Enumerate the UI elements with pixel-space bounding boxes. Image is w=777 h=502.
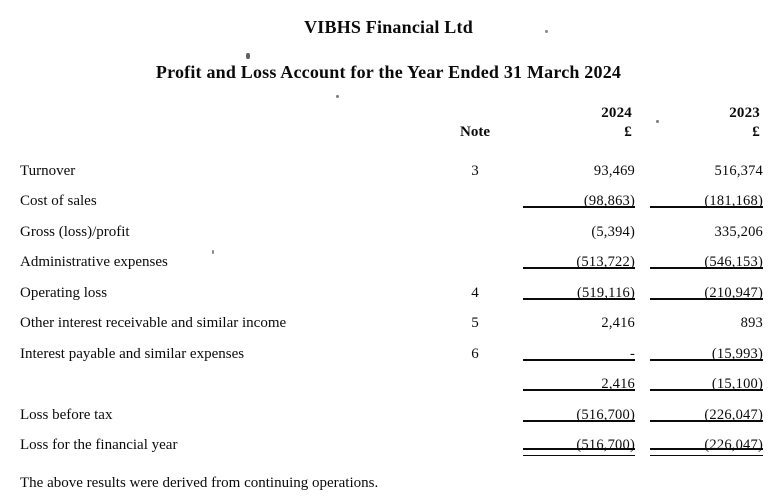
pl-table-body: Turnover 3 93,469 516,374 Cost of sales … (0, 156, 763, 461)
company-name: VIBHS Financial Ltd (304, 17, 473, 37)
scan-speck (336, 95, 339, 98)
row-value-2024: (5,394) (591, 223, 635, 240)
row-value-2023: (226,047) (635, 437, 763, 457)
table-row: 2,416 (15,100) (0, 370, 763, 401)
table-row: Cost of sales (98,863) (181,168) (0, 187, 763, 218)
row-value-2023: (210,947) (635, 285, 763, 302)
table-row: Operating loss 4 (519,116) (210,947) (0, 278, 763, 309)
row-label: Administrative expenses (20, 254, 168, 271)
table-row: Other interest receivable and similar in… (0, 309, 763, 340)
row-label: Loss before tax (20, 406, 113, 423)
row-note: 6 (471, 345, 479, 362)
scan-speck (545, 30, 548, 33)
row-note: 5 (471, 315, 479, 332)
row-label: Other interest receivable and similar in… (20, 315, 287, 332)
currency-symbol-2023: £ (752, 124, 760, 140)
row-label: Interest payable and similar expenses (20, 345, 245, 362)
table-row: Loss for the financial year (516,700) (2… (0, 431, 763, 462)
row-value-2023: 335,206 (714, 223, 763, 240)
row-value-2024: (519,116) (510, 285, 635, 302)
row-label: Loss for the financial year (20, 437, 178, 454)
row-value-2023: (546,153) (635, 254, 763, 271)
col-header-2024: 2024 (601, 105, 632, 121)
row-label: Operating loss (20, 284, 108, 301)
row-label: Cost of sales (20, 193, 97, 210)
row-value-2023: (181,168) (635, 193, 763, 210)
table-row: Turnover 3 93,469 516,374 (0, 156, 763, 187)
scan-speck (656, 120, 659, 123)
row-label: Gross (loss)/profit (20, 223, 130, 240)
row-value-2023: (15,100) (635, 376, 763, 393)
row-value-2024: (513,722) (510, 254, 635, 271)
row-label: Turnover (20, 162, 76, 179)
row-value-2023: 516,374 (714, 162, 763, 179)
row-value-2024: 2,416 (510, 376, 635, 393)
row-value-2023: 893 (740, 315, 763, 332)
row-value-2024: 2,416 (601, 315, 635, 332)
row-value-2024: (516,700) (510, 437, 635, 457)
row-note: 3 (471, 162, 479, 179)
table-row: Administrative expenses (513,722) (546,1… (0, 248, 763, 279)
row-value-2024: (98,863) (510, 193, 635, 210)
row-value-2024: (516,700) (510, 407, 635, 424)
col-header-note: Note (460, 124, 490, 140)
row-value-2024: 93,469 (593, 162, 635, 179)
year-header-row: 2024 2023 (0, 104, 763, 122)
currency-header-row: Note £ £ (0, 122, 763, 141)
pl-table: 2024 2023 Note £ £ Turnover 3 93,469 516… (0, 104, 763, 461)
row-value-2024: - (510, 346, 635, 363)
row-value-2023: (226,047) (635, 407, 763, 424)
table-row: Interest payable and similar expenses 6 … (0, 339, 763, 370)
statement-title: Profit and Loss Account for the Year End… (155, 62, 622, 82)
currency-symbol-2024: £ (624, 124, 632, 140)
table-row: Loss before tax (516,700) (226,047) (0, 400, 763, 431)
col-header-2023: 2023 (729, 105, 760, 121)
scan-speck (246, 53, 250, 59)
continuing-operations-note: The above results were derived from cont… (20, 475, 379, 491)
scan-speck (212, 250, 214, 254)
row-value-2023: (15,993) (635, 346, 763, 363)
row-note: 4 (471, 284, 479, 301)
table-row: Gross (loss)/profit (5,394) 335,206 (0, 217, 763, 248)
